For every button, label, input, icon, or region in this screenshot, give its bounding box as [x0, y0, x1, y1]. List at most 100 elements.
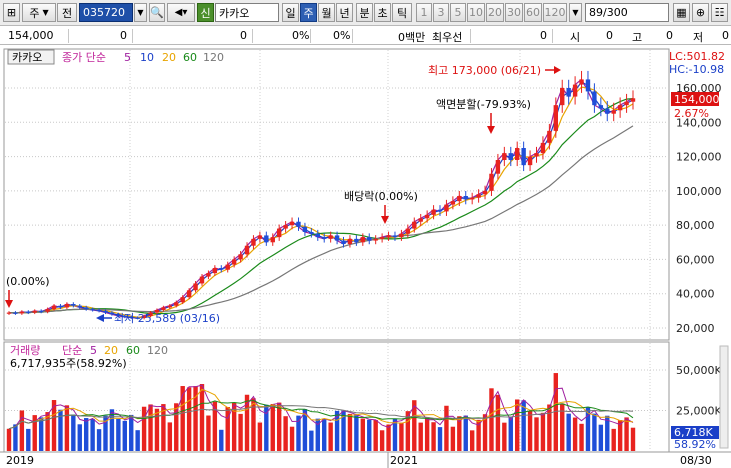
- candle: [129, 316, 134, 319]
- volume-bar: [109, 409, 115, 451]
- candle: [560, 88, 565, 106]
- chevron-down-icon: ▼: [42, 8, 49, 17]
- candle: [495, 160, 501, 174]
- volume-bar: [328, 422, 333, 451]
- volume-bar: [90, 419, 95, 451]
- period-second[interactable]: 초: [374, 3, 391, 22]
- interval-30[interactable]: 30: [505, 3, 523, 22]
- ma-line: [8, 98, 634, 315]
- layout-icon[interactable]: ⊞: [3, 3, 20, 22]
- volume-bar: [257, 422, 263, 451]
- volume-bar: [71, 414, 76, 451]
- volume-ma-line: [8, 400, 634, 430]
- candle: [566, 88, 571, 97]
- volume-bar: [392, 418, 398, 451]
- candle: [276, 228, 282, 238]
- interval-10[interactable]: 10: [467, 3, 485, 22]
- quote-open: 0: [606, 29, 613, 42]
- period-week[interactable]: 주: [300, 3, 317, 22]
- candle: [206, 273, 211, 277]
- zoom-icon[interactable]: ⊕: [692, 3, 709, 22]
- interval-60[interactable]: 60: [524, 3, 542, 22]
- volume-bar: [412, 400, 417, 451]
- search-icon[interactable]: 🔍: [149, 3, 165, 22]
- volume-bar: [585, 407, 591, 451]
- quote-amount: 0백만: [398, 31, 426, 44]
- volume-bar: [206, 415, 211, 451]
- candle: [527, 156, 533, 166]
- volume-bar: [244, 394, 250, 451]
- volume-bar: [38, 417, 44, 451]
- period-tick[interactable]: 틱: [392, 3, 412, 22]
- candle: [412, 221, 417, 229]
- volume-bar: [231, 402, 237, 451]
- candle: [379, 237, 385, 239]
- candle: [360, 237, 366, 243]
- period-day[interactable]: 일: [282, 3, 299, 22]
- volume-bar: [6, 428, 12, 451]
- candles: [6, 70, 636, 320]
- candle: [521, 148, 526, 166]
- candle: [405, 228, 411, 234]
- prefix-button[interactable]: 전: [57, 3, 77, 22]
- candle: [553, 105, 559, 131]
- volume-bar: [341, 410, 346, 451]
- price-axis: 20,000 40,000 60,000 80,000 100,000 120,000 14…: [676, 82, 722, 335]
- current-price: 154,000: [674, 93, 720, 106]
- volume-bar: [347, 413, 353, 451]
- candle: [386, 235, 391, 238]
- interval-120[interactable]: 120: [543, 3, 567, 22]
- volume-bar: [424, 417, 430, 451]
- interval-3[interactable]: 3: [433, 3, 449, 22]
- candle: [270, 237, 275, 243]
- quote-bar: 154,000 0 0 0% 0% 0백만 최우선 0 시 0 고 0 저 0: [0, 27, 731, 45]
- candle: [19, 311, 25, 314]
- volume-bar: [45, 412, 50, 451]
- volume-bar: [270, 404, 275, 451]
- interval-1[interactable]: 1: [416, 3, 432, 22]
- candle: [367, 237, 372, 241]
- page-count-field[interactable]: 89/300: [585, 3, 669, 22]
- code-dropdown-icon[interactable]: ▼: [134, 3, 147, 22]
- scrollbar[interactable]: [719, 345, 729, 449]
- candle: [592, 91, 597, 106]
- high-annotation: 최고 173,000 (06/21): [428, 64, 541, 77]
- volume-bar: [103, 415, 108, 451]
- quote-best-bid-label: 최우선: [432, 31, 463, 44]
- volume-bar: [469, 430, 475, 451]
- period-month[interactable]: 월: [318, 3, 335, 22]
- candle: [611, 110, 616, 114]
- volume-bar: [135, 430, 140, 451]
- period-minute[interactable]: 분: [356, 3, 373, 22]
- candle: [289, 221, 295, 226]
- list-icon[interactable]: ☷: [711, 3, 728, 22]
- annotations: 최고 173,000 (06/21) 액면분할(-79.93%) 배당락(0.0…: [5, 64, 561, 325]
- volume-bar: [302, 409, 308, 451]
- market-select[interactable]: 주 ▼: [22, 3, 56, 22]
- speaker-icon[interactable]: ◀▾: [167, 3, 195, 22]
- current-price-tag: [671, 92, 719, 106]
- volume-bar: [502, 422, 507, 451]
- volume-bar: [463, 415, 468, 451]
- stock-code-input[interactable]: 035720: [79, 3, 133, 22]
- volume-bar: [58, 409, 63, 451]
- stock-name-field[interactable]: 카카오: [215, 3, 279, 22]
- volume-bar: [334, 410, 340, 451]
- period-year[interactable]: 년: [336, 3, 353, 22]
- volume-bar: [592, 413, 597, 451]
- interval-dropdown-icon[interactable]: ▼: [569, 3, 582, 22]
- candle: [64, 304, 70, 308]
- sin-button[interactable]: 신: [197, 3, 214, 22]
- candle: [154, 310, 160, 313]
- volume-bar: [495, 394, 501, 451]
- volume-bar: [141, 406, 147, 451]
- panel-stock-name: 카카오: [12, 51, 42, 64]
- grid-settings-icon[interactable]: ▦: [673, 3, 690, 22]
- volume-bar: [264, 404, 269, 451]
- interval-20[interactable]: 20: [486, 3, 504, 22]
- price-chart[interactable]: 20,000 40,000 60,000 80,000 100,000 120,000 14…: [0, 46, 731, 468]
- interval-5[interactable]: 5: [450, 3, 466, 22]
- candle: [212, 268, 218, 274]
- volume-bar: [560, 403, 565, 451]
